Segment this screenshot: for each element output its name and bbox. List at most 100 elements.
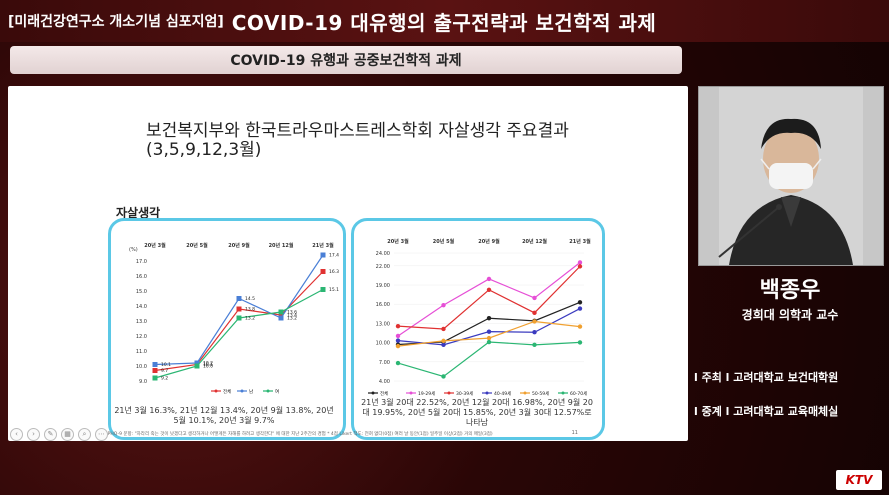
data-point (278, 312, 284, 318)
data-point (577, 300, 583, 305)
data-point (441, 374, 446, 379)
speaker-silhouette-icon (699, 87, 883, 265)
zoom-icon[interactable]: ⌕ (78, 428, 91, 441)
data-point (486, 329, 492, 334)
slide-footnote: * PHQ-9 문항: "차라리 죽는 것이 낫겠다고 생각하거나 어떻게든 자… (104, 432, 493, 437)
category-label: 20년 12월 (522, 238, 547, 245)
y-tick-label: 11.0 (136, 349, 147, 355)
data-point (278, 315, 284, 321)
data-point (486, 316, 492, 321)
next-slide-icon[interactable]: › (27, 428, 40, 441)
data-point (441, 342, 446, 348)
data-point (395, 360, 401, 366)
legend-label: 19-29세 (418, 390, 435, 397)
legend-label: 남 (249, 388, 253, 395)
chart-right-svg: 20년 3월 20년 5월 20년 9월 20년 12월 21년 3월 4.00 7.00 1… (368, 238, 591, 397)
category-label: 20년 9월 (478, 238, 500, 245)
data-point (532, 319, 537, 324)
relay-credit: l 중계 l 고려대학교 교육매체실 (694, 405, 839, 418)
legend-label: 전체 (223, 388, 231, 395)
legend-label: 전체 (380, 390, 388, 397)
age-group-suicidal-ideation-chart: 20년 3월 20년 5월 20년 9월 20년 12월 21년 3월 4.00 7.00 1… (351, 218, 605, 440)
data-point (486, 276, 492, 282)
data-label: 13.8 (245, 307, 255, 313)
ktv-logo: KTV (836, 470, 882, 490)
data-point (532, 295, 537, 301)
series-line (154, 288, 324, 379)
y-tick-label: 14.0 (136, 304, 147, 310)
data-point (486, 287, 492, 292)
category-label: 21년 3월 (312, 242, 334, 249)
legend-marker (371, 391, 375, 395)
category-label: 20년 3월 (387, 238, 409, 245)
category-label: 20년 5월 (433, 238, 455, 245)
more-icon[interactable]: ⋯ (95, 428, 108, 441)
y-tick-label: 10.0 (136, 364, 147, 370)
prev-slide-icon[interactable]: ‹ (10, 428, 23, 441)
legend-marker (485, 391, 489, 395)
data-point (577, 340, 583, 345)
series-line (397, 261, 581, 337)
data-point (194, 360, 200, 366)
category-label: 20년 9월 (228, 242, 250, 249)
data-point (441, 302, 446, 308)
y-tick-label: 19.00 (376, 283, 390, 289)
left-chart-summary: 21년 3월 16.3%, 21년 12월 13.4%, 20년 9월 13.8… (114, 406, 334, 425)
data-point (532, 310, 537, 316)
data-point (441, 338, 446, 344)
data-label: 17.4 (329, 253, 339, 259)
data-point (320, 252, 326, 258)
y-tick-label: 9.0 (139, 379, 147, 385)
data-point (152, 362, 158, 367)
data-point (395, 343, 401, 349)
grid-icon[interactable]: ▦ (61, 428, 74, 441)
y-tick-label: 16.00 (376, 302, 390, 308)
pen-icon[interactable]: ✎ (44, 428, 57, 441)
data-label: 13.2 (287, 316, 297, 322)
data-point (236, 296, 242, 301)
legend-marker (409, 391, 413, 395)
right-chart-summary: 21년 3월 20대 22.52%, 20년 12월 20대 16.98%, 2… (361, 398, 593, 427)
legend-marker (266, 389, 270, 393)
data-label: 9.7 (161, 368, 168, 374)
data-point (441, 326, 446, 332)
data-point (236, 306, 242, 312)
y-tick-label: 15.0 (136, 289, 147, 295)
legend-label: 50-59세 (532, 390, 549, 397)
y-axis-label: (%) (129, 247, 138, 253)
y-tick-label: 17.0 (136, 259, 147, 265)
data-point (236, 315, 242, 321)
y-tick-label: 13.00 (376, 321, 390, 327)
legend-label: 40-49세 (494, 390, 511, 397)
chart-left-svg: (%) 20년 3월 20년 5월 20년 9월 20년 12월 21년 3월 9.0 10.… (129, 242, 339, 395)
section-label: 자살생각 (116, 206, 161, 220)
data-label: 10.1 (161, 362, 171, 368)
data-point (532, 342, 537, 348)
legend-marker (240, 389, 244, 393)
y-tick-label: 24.00 (376, 251, 390, 257)
data-point (577, 260, 583, 265)
legend-label: 여 (275, 388, 279, 395)
data-point (577, 306, 583, 311)
data-point (152, 375, 158, 381)
data-point (152, 368, 158, 373)
data-point (486, 339, 492, 345)
legend-marker (447, 391, 451, 395)
speaker-name: 백종우 (759, 278, 821, 303)
data-point (577, 324, 583, 329)
y-tick-label: 22.00 (376, 264, 390, 270)
event-tag: [미래건강연구소 개소기념 심포지엄] (8, 14, 224, 30)
slide-toolbar: ‹ › ✎ ▦ ⌕ ⋯ (10, 428, 108, 441)
series-line (154, 271, 324, 372)
overall-suicidal-ideation-chart: (%) 20년 3월 20년 5월 20년 9월 20년 12월 21년 3월 9.0 10.… (108, 218, 346, 440)
data-label: 13.2 (245, 316, 255, 322)
series-line (397, 341, 581, 378)
presentation-slide: 보건복지부와 한국트라우마스트레스학회 자살생각 주요결과(3,5,9,12,3… (8, 86, 688, 441)
speaker-video (698, 86, 884, 266)
category-label: 20년 3월 (144, 242, 166, 249)
broadcast-title: COVID-19 대유행의 출구전략과 보건학적 과제 (231, 10, 657, 35)
data-point (320, 269, 326, 274)
data-label: 16.3 (329, 269, 339, 275)
data-label: 9.2 (161, 376, 168, 382)
y-tick-label: 16.0 (136, 274, 147, 280)
